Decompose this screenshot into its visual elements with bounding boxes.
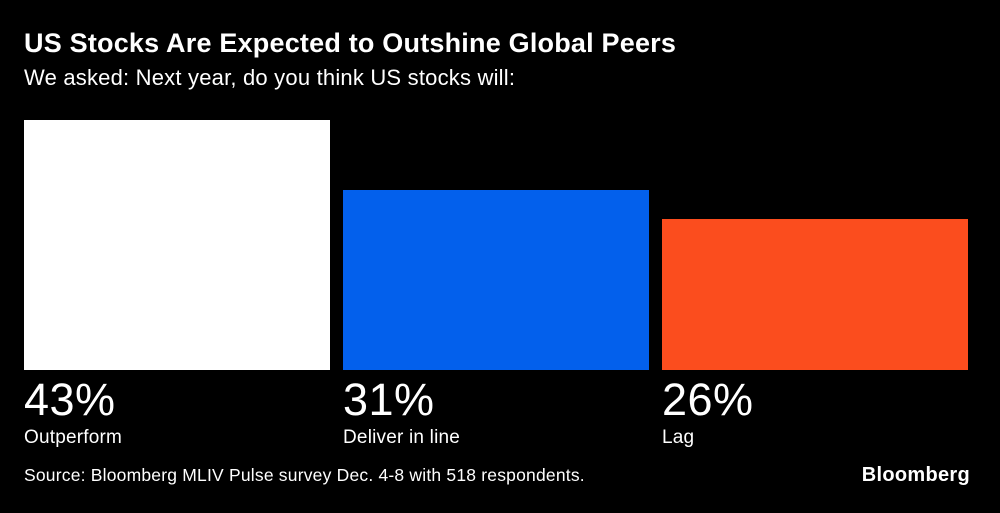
bar-column-deliver-in-line — [343, 120, 649, 370]
value-label-deliver-in-line: 31% — [343, 374, 435, 425]
category-label-deliver-in-line: Deliver in line — [343, 427, 461, 449]
label-group-deliver-in-line: 31% Deliver in line — [343, 376, 649, 449]
value-label-outperform: 43% — [24, 374, 116, 425]
bloomberg-logo: Bloomberg — [861, 464, 970, 486]
bar-column-outperform — [24, 120, 330, 370]
label-group-outperform: 43% Outperform — [24, 376, 330, 449]
chart-title: US Stocks Are Expected to Outshine Globa… — [24, 28, 677, 58]
bar-column-lag — [662, 120, 968, 370]
chart-footer: Source: Bloomberg MLIV Pulse survey Dec.… — [24, 464, 970, 487]
bar-chart — [24, 120, 968, 370]
bar-labels: 43% Outperform 31% Deliver in line 26% L… — [24, 376, 968, 449]
source-text: Source: Bloomberg MLIV Pulse survey Dec.… — [24, 465, 585, 485]
chart-subtitle: We asked: Next year, do you think US sto… — [24, 65, 516, 91]
value-label-lag: 26% — [662, 374, 754, 425]
bar-outperform — [24, 120, 330, 370]
label-group-lag: 26% Lag — [662, 376, 968, 449]
chart-header: US Stocks Are Expected to Outshine Globa… — [24, 28, 976, 91]
category-label-lag: Lag — [662, 427, 695, 449]
category-label-outperform: Outperform — [24, 427, 123, 449]
bar-lag — [662, 218, 968, 370]
bar-deliver-in-line — [343, 189, 649, 370]
